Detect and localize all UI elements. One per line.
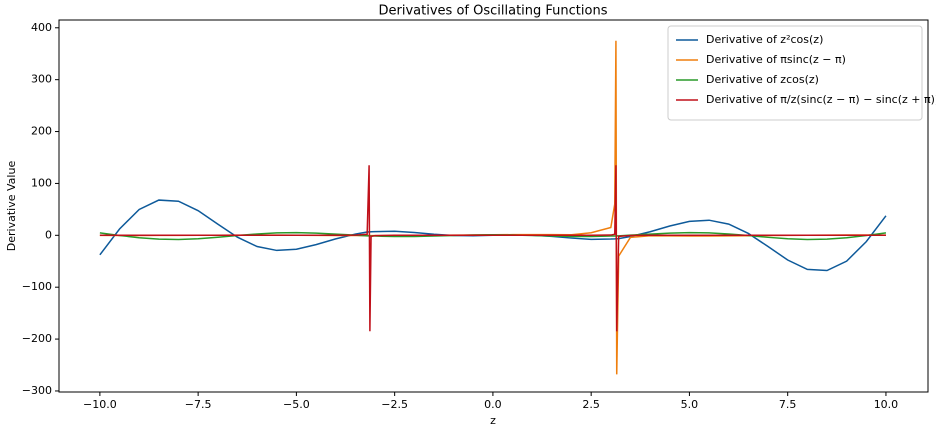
legend-box bbox=[667, 25, 923, 121]
legend-label: Derivative of πsinc(z − π) bbox=[706, 53, 846, 66]
y-axis-label: Derivative Value bbox=[5, 161, 18, 252]
y-tick-label: 400 bbox=[31, 21, 52, 34]
x-tick-label: 2.5 bbox=[582, 398, 600, 411]
x-tick-label: −5.0 bbox=[283, 398, 310, 411]
x-tick-label: −2.5 bbox=[381, 398, 408, 411]
x-tick-label: −7.5 bbox=[185, 398, 212, 411]
x-tick-label: 0.0 bbox=[484, 398, 502, 411]
y-tick-label: −100 bbox=[22, 280, 52, 293]
x-tick-label: 7.5 bbox=[779, 398, 797, 411]
y-tick-label: 0 bbox=[45, 228, 52, 241]
legend-label: Derivative of π/z(sinc(z − π) − sinc(z +… bbox=[706, 93, 936, 106]
y-tick-label: −200 bbox=[22, 332, 52, 345]
series-line bbox=[99, 165, 886, 332]
x-tick-label: −10.0 bbox=[83, 398, 117, 411]
legend: Derivative of z²cos(z) Derivative of πsin… bbox=[667, 25, 936, 121]
x-tick-label: 10.0 bbox=[874, 398, 899, 411]
legend-label: Derivative of z²cos(z) bbox=[706, 33, 823, 46]
chart-title: Derivatives of Oscillating Functions bbox=[379, 4, 608, 19]
y-tick-label: 200 bbox=[31, 125, 52, 138]
x-axis-label: z bbox=[490, 414, 496, 427]
y-tick-label: 300 bbox=[31, 73, 52, 86]
x-tick-label: 5.0 bbox=[681, 398, 699, 411]
plot-frame bbox=[58, 19, 929, 393]
y-tick-label: −300 bbox=[22, 384, 52, 397]
legend-label: Derivative of zcos(z) bbox=[706, 73, 819, 86]
y-tick-label: 100 bbox=[31, 176, 52, 189]
